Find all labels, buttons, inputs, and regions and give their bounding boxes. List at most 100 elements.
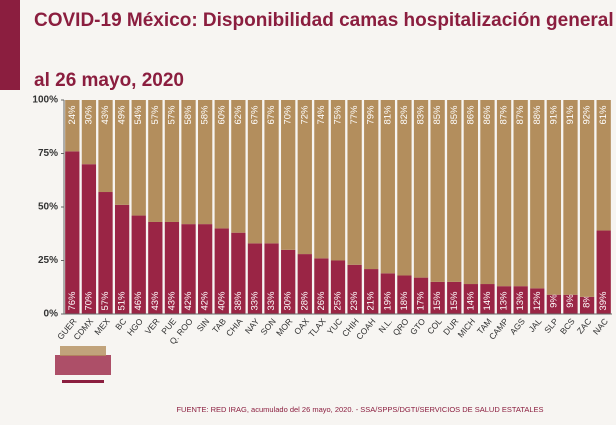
x-tick-label: MOR: [274, 316, 294, 338]
value-label: 46%: [133, 291, 144, 311]
bar-segment: [447, 281, 462, 314]
bar-segment: [347, 100, 362, 265]
bar-segment: [65, 151, 80, 314]
bar-segment: [496, 286, 512, 314]
bar-segment: [513, 100, 528, 287]
source: FUENTE: RED IRAG, acumulado del 26 mayo,…: [176, 405, 543, 414]
bar-segment: [247, 100, 263, 244]
x-tick-label: SIN: [195, 316, 212, 333]
bar-segment: [198, 224, 213, 314]
value-label: 30%: [283, 291, 294, 311]
bar-segment: [314, 258, 329, 314]
value-label: 91%: [548, 105, 559, 125]
x-tick-label: SON: [258, 316, 278, 337]
x-tick-label: GTO: [408, 316, 428, 337]
x-tick-label: COL: [425, 316, 444, 336]
value-label: 51%: [117, 291, 128, 311]
x-tick-label: CHIA: [224, 316, 245, 338]
bar-segment: [563, 294, 578, 314]
bar-segment: [596, 100, 611, 231]
x-tick-label: MEX: [92, 316, 112, 337]
value-label: 21%: [366, 291, 377, 311]
value-label: 67%: [266, 105, 277, 125]
y-tick-label: 100%: [32, 95, 58, 106]
bar-segment: [198, 100, 213, 225]
bar-segment: [579, 100, 595, 297]
value-label: 70%: [283, 105, 294, 125]
value-label: 9%: [548, 294, 559, 308]
value-label: 9%: [565, 294, 576, 308]
bar-segment: [480, 284, 495, 314]
bar-segment: [579, 296, 595, 314]
bar-segment: [81, 164, 97, 314]
bar-segment: [596, 230, 611, 314]
value-label: 43%: [166, 291, 177, 311]
value-label: 43%: [150, 291, 161, 311]
value-label: 87%: [499, 105, 510, 125]
value-label: 8%: [582, 294, 593, 308]
bar-segment: [264, 100, 279, 244]
value-label: 13%: [515, 291, 526, 311]
bar-segment: [264, 243, 279, 314]
bar-segment: [297, 100, 312, 255]
x-tick-label: JAL: [526, 316, 543, 334]
bar-segment: [297, 254, 312, 314]
bar-segment: [114, 100, 130, 205]
bar-segment: [214, 228, 229, 314]
x-tick-label: SLP: [542, 316, 560, 335]
bar-segment: [98, 192, 113, 314]
y-tick-label: 75%: [38, 148, 58, 159]
bar-segment: [496, 100, 512, 287]
bar-segment: [148, 221, 163, 314]
value-label: 25%: [333, 291, 344, 311]
x-tick-label: HGO: [125, 316, 145, 338]
value-label: 18%: [399, 291, 410, 311]
value-label: 62%: [233, 105, 244, 125]
bar-segment: [114, 204, 130, 314]
value-label: 57%: [150, 105, 161, 125]
value-label: 67%: [249, 105, 260, 125]
bar-segment: [65, 100, 80, 152]
bar-segment: [480, 100, 495, 285]
value-label: 14%: [465, 291, 476, 311]
value-label: 75%: [333, 105, 344, 125]
y-tick-label: 0%: [44, 309, 59, 320]
chart-title: COVID-19 México: Disponibilidad camas ho…: [34, 10, 614, 31]
value-label: 49%: [117, 105, 128, 125]
value-label: 77%: [349, 105, 360, 125]
x-tick-label: AGS: [508, 316, 527, 336]
value-label: 42%: [183, 291, 194, 311]
bar-segment: [530, 100, 545, 289]
bar-segment: [314, 100, 329, 259]
bar-segment: [413, 100, 429, 278]
bar-segment: [463, 100, 478, 285]
bar-segment: [463, 284, 478, 314]
x-tick-label: MICH: [455, 316, 477, 339]
bar-segment: [231, 232, 246, 314]
value-label: 86%: [482, 105, 493, 125]
bar-segment: [164, 100, 180, 222]
value-label: 38%: [233, 291, 244, 311]
value-label: 58%: [183, 105, 194, 125]
x-tick-label: ZAC: [575, 316, 594, 335]
x-tick-label: QRO: [391, 316, 411, 338]
value-label: 15%: [432, 291, 443, 311]
value-label: 15%: [449, 291, 460, 311]
bar-segment: [281, 100, 296, 250]
bar-segment: [347, 264, 362, 314]
value-label: 57%: [100, 291, 111, 311]
bar-segment: [330, 260, 346, 314]
bar-segment: [397, 275, 412, 314]
x-tick-label: BCS: [558, 316, 577, 336]
bar-segment: [214, 100, 229, 229]
chart-subtitle: al 26 mayo, 2020: [34, 70, 184, 91]
value-label: 82%: [399, 105, 410, 125]
bar-segment: [231, 100, 246, 233]
value-label: 13%: [499, 291, 510, 311]
bar-segment: [430, 281, 445, 314]
bar-segment: [413, 277, 429, 314]
value-label: 30%: [83, 105, 94, 125]
bar-segment: [330, 100, 346, 261]
value-label: 40%: [216, 291, 227, 311]
